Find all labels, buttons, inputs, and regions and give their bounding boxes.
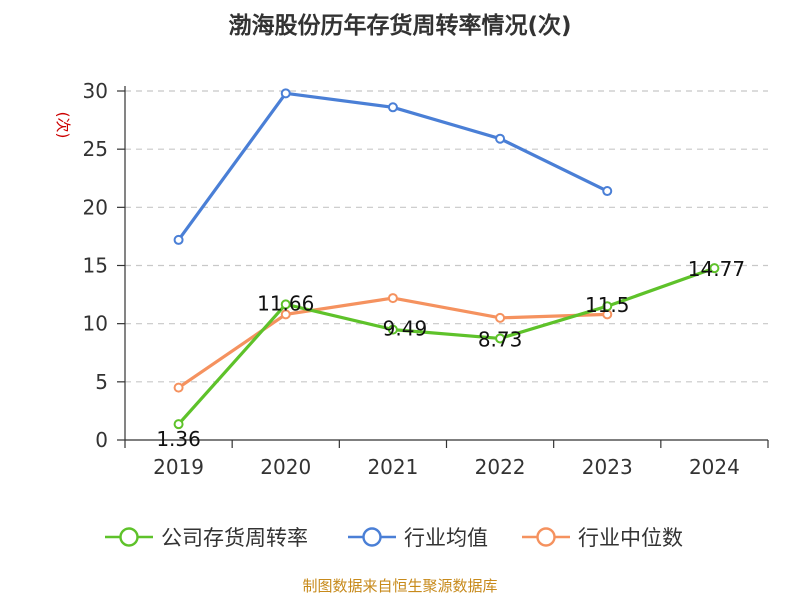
- data-point: [709, 263, 720, 274]
- y-axis-label: (次): [54, 112, 72, 139]
- y-tick-label: 5: [95, 370, 108, 394]
- legend-marker: [119, 527, 139, 547]
- legend-label: 行业均值: [404, 526, 488, 550]
- series-line-0: [176, 266, 717, 426]
- data-point: [280, 299, 291, 310]
- data-point: [495, 312, 506, 323]
- chart-title: 渤海股份历年存货周转率情况(次): [228, 12, 571, 39]
- data-label: 9.49: [383, 317, 428, 341]
- data-point: [495, 333, 506, 344]
- data-label: 14.77: [688, 257, 745, 281]
- data-point: [602, 186, 613, 197]
- data-point: [602, 301, 613, 312]
- axes: 0 5 10 15 20 25 30 2019 2020 2021 2022 2023 2024: [83, 79, 769, 479]
- source-note: 制图数据来自恒生聚源数据库: [302, 577, 497, 595]
- data-point: [173, 234, 184, 245]
- y-tick-label: 15: [83, 254, 108, 278]
- legend-item-2[interactable]: 行业中位数: [522, 526, 683, 550]
- series-line-2: [176, 296, 609, 390]
- data-point: [173, 382, 184, 393]
- data-point: [387, 102, 398, 113]
- x-tick-label: 2022: [475, 455, 526, 479]
- data-label: 11.66: [257, 291, 314, 315]
- legend-marker: [362, 527, 382, 547]
- x-tick-label: 2021: [367, 455, 418, 479]
- x-tick-label: 2020: [260, 455, 311, 479]
- y-tick-label: 20: [83, 195, 108, 219]
- data-point: [387, 293, 398, 304]
- data-label: 8.73: [478, 327, 523, 351]
- data-label: 1.36: [156, 427, 201, 451]
- x-tick-label: 2024: [689, 455, 740, 479]
- y-tick-label: 25: [83, 137, 108, 161]
- y-tick-label: 0: [95, 428, 108, 452]
- x-tick-label: 2023: [582, 455, 633, 479]
- y-tick-label: 10: [83, 312, 108, 336]
- legend-item-0[interactable]: 公司存货周转率: [105, 526, 308, 550]
- data-point: [495, 133, 506, 144]
- legend-marker: [536, 527, 556, 547]
- data-point: [280, 309, 291, 320]
- grid-lines: [125, 90, 768, 383]
- data-label: 11.5: [585, 293, 630, 317]
- data-point: [280, 88, 291, 99]
- data-labels: 1.36 11.66 9.49 8.73 11.5 14.77: [156, 257, 745, 451]
- legend-label: 行业中位数: [578, 526, 683, 550]
- data-point: [387, 324, 398, 335]
- series-layer: [173, 88, 720, 430]
- data-point: [173, 419, 184, 430]
- legend-item-1[interactable]: 行业均值: [348, 526, 488, 550]
- x-tick-label: 2019: [153, 455, 204, 479]
- legend[interactable]: 公司存货周转率 行业均值 行业中位数: [105, 526, 683, 550]
- series-line-1: [176, 91, 609, 242]
- y-tick-label: 30: [83, 79, 108, 103]
- legend-label: 公司存货周转率: [161, 526, 308, 550]
